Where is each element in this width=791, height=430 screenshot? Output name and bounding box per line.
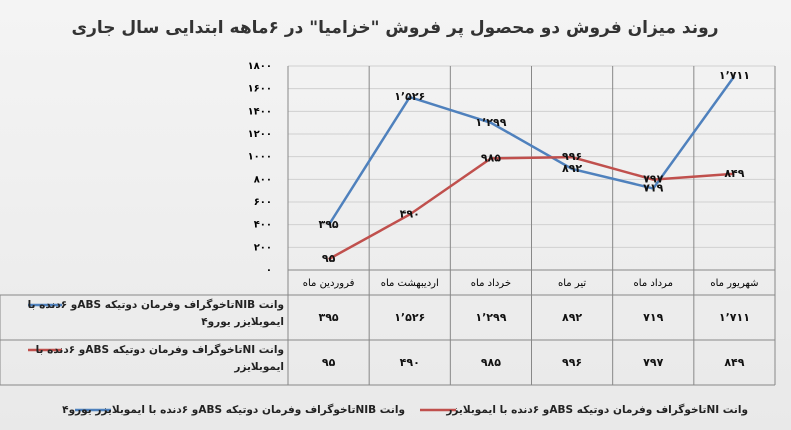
x-tick-label: تیر ماه xyxy=(558,278,586,289)
x-tick-label: اردیبهشت ماه xyxy=(381,278,439,289)
y-tick-label: ۴۰۰ xyxy=(254,220,272,231)
x-tick-label: شهریور ماه xyxy=(710,278,758,289)
y-tick-label: ۱۶۰۰ xyxy=(248,84,272,95)
table-value: ۳۹۵ xyxy=(319,311,339,324)
y-tick-label: ۰ xyxy=(266,265,272,276)
data-label: ۹۸۵ xyxy=(481,151,501,164)
data-label: ۴۹۰ xyxy=(400,207,420,220)
table-value: ۴۹۰ xyxy=(400,356,420,369)
y-tick-label: ۱۴۰۰ xyxy=(248,106,272,117)
table-value: ۹۵ xyxy=(322,356,336,369)
table-value: ۱٬۲۹۹ xyxy=(475,311,506,324)
legend-label: وانت NIتاخوگراف وفرمان دوتیکه ABSو ۶دنده… xyxy=(445,403,748,416)
data-label: ۹۵ xyxy=(322,252,336,265)
table-value: ۷۱۹ xyxy=(643,311,663,324)
y-tick-label: ۶۰۰ xyxy=(254,197,272,208)
data-label: ۸۹۲ xyxy=(562,162,582,175)
row-header: وانت NIBتاخوگراف وفرمان دوتیکه ABSو ۶دند… xyxy=(27,299,284,328)
table-value: ۹۸۵ xyxy=(481,356,501,369)
y-tick-label: ۲۰۰ xyxy=(254,242,272,253)
chart-title: روند میزان فروش دو محصول پر فروش "خزامیا… xyxy=(72,18,719,38)
x-tick-label: مرداد ماه xyxy=(634,278,673,289)
table-value: ۸۹۲ xyxy=(562,311,582,324)
table-value: ۷۹۷ xyxy=(643,356,663,369)
x-tick-label: خرداد ماه xyxy=(471,278,511,289)
table-value: ۸۴۹ xyxy=(724,356,744,369)
y-tick-label: ۱۲۰۰ xyxy=(248,129,272,140)
series-line xyxy=(327,75,736,226)
table-value: ۱٬۵۲۶ xyxy=(394,311,425,324)
data-label: ۷۱۹ xyxy=(643,182,663,195)
y-tick-label: ۱۸۰۰ xyxy=(248,61,272,72)
table-value: ۱٬۷۱۱ xyxy=(719,311,750,324)
data-label: ۸۴۹ xyxy=(724,167,744,180)
x-tick-label: فروردین ماه xyxy=(303,278,355,289)
data-label: ۱٬۷۱۱ xyxy=(719,69,750,82)
y-tick-label: ۸۰۰ xyxy=(254,174,272,185)
y-tick-label: ۱۰۰۰ xyxy=(248,152,272,163)
data-label: ۹۹۶ xyxy=(562,150,582,163)
table-value: ۹۹۶ xyxy=(562,356,582,369)
legend-label: وانت NIBتاخوگراف وفرمان دوتیکه ABSو ۶دند… xyxy=(62,403,405,416)
series-line xyxy=(327,155,735,261)
data-label: ۳۹۵ xyxy=(319,218,339,231)
data-label: ۱٬۵۲۶ xyxy=(394,90,425,103)
data-label: ۷۹۷ xyxy=(643,173,663,186)
data-label: ۱٬۲۹۹ xyxy=(475,116,506,129)
row-header: وانت NIتاخوگراف وفرمان دوتیکه ABSو ۶دنده… xyxy=(35,344,284,373)
